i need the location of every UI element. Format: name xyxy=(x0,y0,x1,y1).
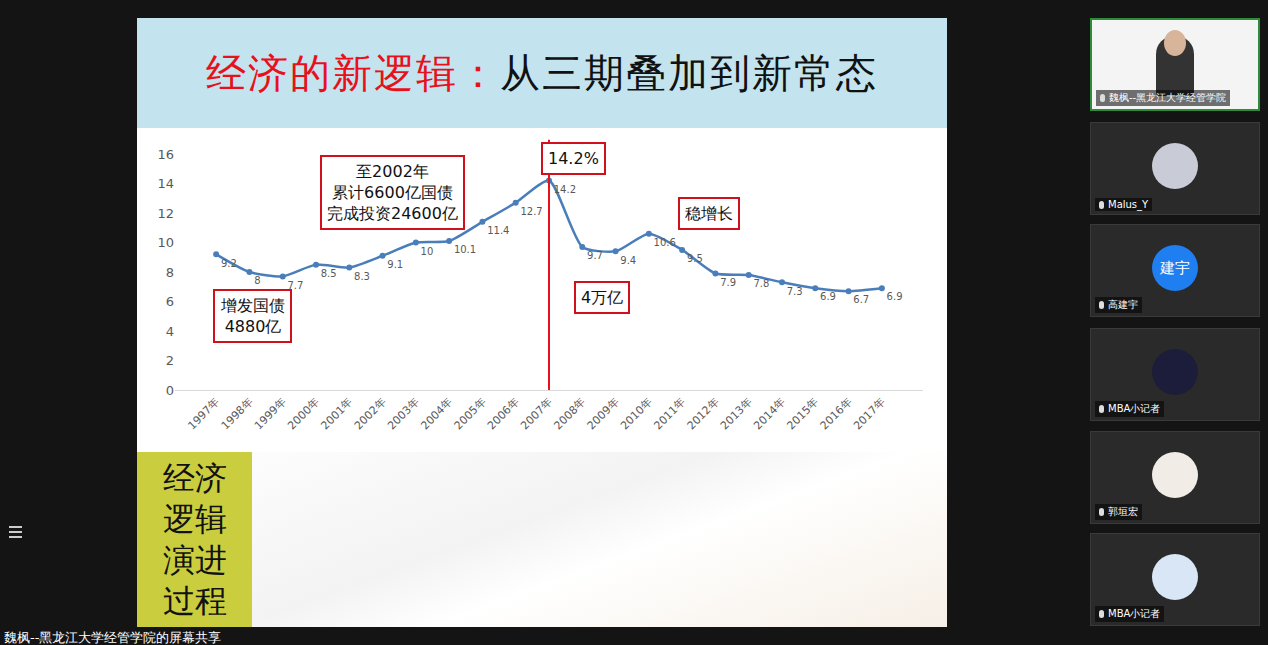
svg-text:10: 10 xyxy=(157,235,174,250)
html-text:演进: 演进 xyxy=(162,540,227,579)
svg-text:2008年: 2008年 xyxy=(552,396,589,433)
svg-text:2011年: 2011年 xyxy=(651,396,688,433)
svg-text:9.1: 9.1 xyxy=(387,259,403,270)
svg-text:2012年: 2012年 xyxy=(685,396,722,433)
svg-text:7.3: 7.3 xyxy=(787,286,803,297)
svg-text:7.9: 7.9 xyxy=(720,277,736,288)
svg-text:2017年: 2017年 xyxy=(851,396,888,433)
svg-text:增发国债4880亿: 增发国债4880亿 xyxy=(220,296,285,336)
svg-text:2014年: 2014年 xyxy=(751,396,788,433)
svg-text:7.8: 7.8 xyxy=(753,278,769,289)
svg-text:4: 4 xyxy=(166,324,174,339)
svg-text:2007年: 2007年 xyxy=(518,396,555,433)
svg-text:12: 12 xyxy=(157,206,174,221)
svg-text:4万亿: 4万亿 xyxy=(581,288,623,307)
svg-text:7.7: 7.7 xyxy=(287,280,303,291)
svg-text:至2002年累计6600亿国债完成投资24600亿: 至2002年累计6600亿国债完成投资24600亿 xyxy=(327,162,458,223)
svg-text:6.9: 6.9 xyxy=(887,291,903,302)
html-text:逻辑: 逻辑 xyxy=(162,499,227,538)
svg-text:2015年: 2015年 xyxy=(785,396,822,433)
svg-text:10.6: 10.6 xyxy=(654,237,676,248)
svg-text:2016年: 2016年 xyxy=(818,396,855,433)
html-text:魏枫--黑龙江大学经管学院的屏幕共享: 魏枫--黑龙江大学经管学院的屏幕共享 xyxy=(4,630,222,645)
html-text:经济: 经济 xyxy=(162,458,227,497)
html-text:Malus_Y: Malus_Y xyxy=(1108,199,1149,210)
svg-text:2002年: 2002年 xyxy=(352,396,389,433)
svg-text:9.2: 9.2 xyxy=(221,258,237,269)
svg-text:2013年: 2013年 xyxy=(718,396,755,433)
svg-text:14: 14 xyxy=(157,176,174,191)
html-text:MBA小记者: MBA小记者 xyxy=(1108,403,1161,414)
svg-text:2010年: 2010年 xyxy=(618,396,655,433)
svg-text:稳增长: 稳增长 xyxy=(685,204,733,223)
svg-text:2: 2 xyxy=(166,353,174,368)
svg-text:6: 6 xyxy=(166,294,174,309)
svg-text:2001年: 2001年 xyxy=(319,396,356,433)
svg-text:16: 16 xyxy=(157,147,174,162)
svg-text:14.2: 14.2 xyxy=(554,184,576,195)
svg-text:8.3: 8.3 xyxy=(354,271,370,282)
svg-text:11.4: 11.4 xyxy=(487,225,509,236)
svg-text:8.5: 8.5 xyxy=(321,268,337,279)
svg-text:1997年: 1997年 xyxy=(185,396,222,433)
svg-text:9.7: 9.7 xyxy=(587,250,603,261)
svg-text:10.1: 10.1 xyxy=(454,244,476,255)
html-text:郭垣宏: 郭垣宏 xyxy=(1108,506,1138,517)
svg-text:10: 10 xyxy=(421,246,434,257)
html-text:MBA小记者: MBA小记者 xyxy=(1108,608,1161,619)
svg-text:1998年: 1998年 xyxy=(219,396,256,433)
html-text:经济的新逻辑：从三期叠加到新常态: 经济的新逻辑：从三期叠加到新常态 xyxy=(206,49,878,96)
svg-text:9.5: 9.5 xyxy=(687,253,703,264)
html-text:过程: 过程 xyxy=(162,581,227,620)
svg-text:2004年: 2004年 xyxy=(418,396,455,433)
html-text:建宇: 建宇 xyxy=(1160,258,1190,277)
svg-text:2009年: 2009年 xyxy=(585,396,622,433)
html-text:高建宇: 高建宇 xyxy=(1108,299,1138,310)
svg-text:8: 8 xyxy=(254,275,260,286)
svg-text:2006年: 2006年 xyxy=(485,396,522,433)
svg-text:2005年: 2005年 xyxy=(452,396,489,433)
svg-text:12.7: 12.7 xyxy=(520,206,542,217)
svg-text:14.2%: 14.2% xyxy=(548,149,599,168)
svg-text:2003年: 2003年 xyxy=(385,396,422,433)
svg-text:1999年: 1999年 xyxy=(252,396,289,433)
svg-text:9.4: 9.4 xyxy=(620,255,636,266)
svg-text:2000年: 2000年 xyxy=(285,396,322,433)
svg-text:6.7: 6.7 xyxy=(853,294,869,305)
html-text:魏枫--黑龙江大学经管学院: 魏枫--黑龙江大学经管学院 xyxy=(1109,92,1227,103)
svg-text:6.9: 6.9 xyxy=(820,291,836,302)
svg-text:8: 8 xyxy=(166,265,174,280)
svg-text:0: 0 xyxy=(166,383,174,398)
